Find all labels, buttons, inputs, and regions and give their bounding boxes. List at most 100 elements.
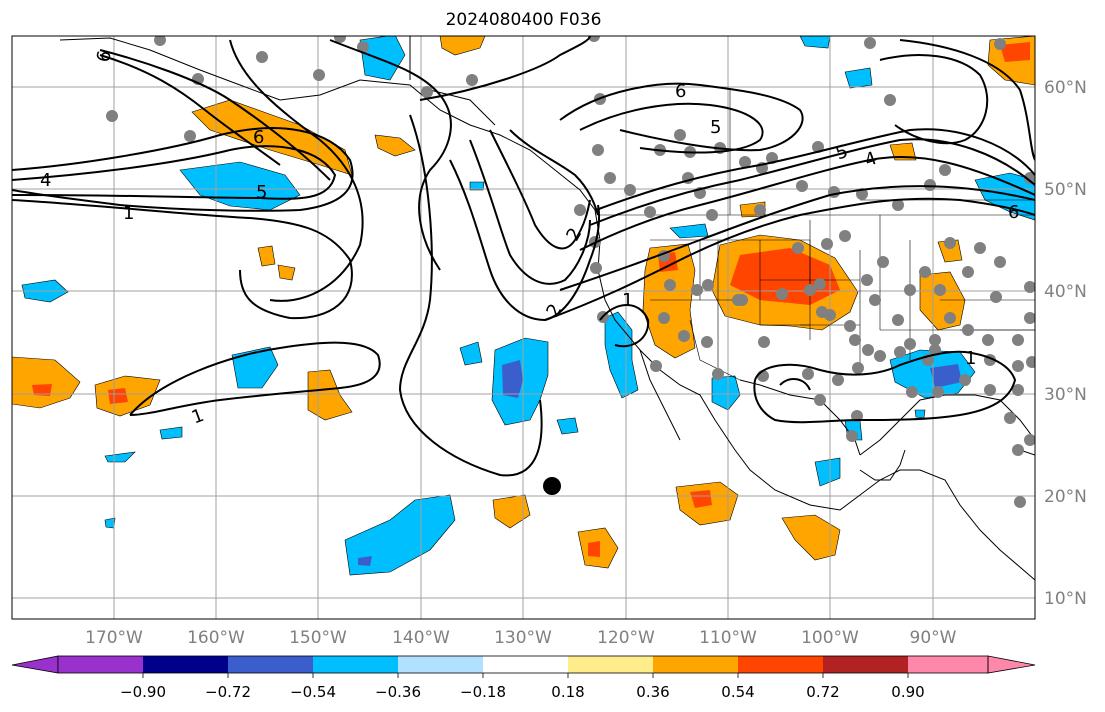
station-dot [874, 350, 886, 362]
colorbar-bin [228, 656, 313, 673]
station-dot [1012, 334, 1024, 346]
colorbar-tick-label: −0.18 [460, 683, 506, 701]
station-dot [932, 386, 944, 398]
station-dot [796, 180, 808, 192]
station-dot [712, 368, 724, 380]
colorbar-bin [398, 656, 483, 673]
station-dot [962, 324, 974, 336]
station-dot [1024, 281, 1035, 293]
station-dot [691, 284, 703, 296]
station-dot [828, 186, 840, 198]
lon-label: 170°W [85, 628, 143, 648]
colorbar-tick-label: −0.36 [375, 683, 421, 701]
strong-negative-cores [358, 360, 962, 566]
map-frame [11, 35, 1036, 620]
colorbar-bin [823, 656, 908, 673]
station-dot [732, 294, 744, 306]
station-dot [604, 172, 616, 184]
station-dot [1012, 360, 1024, 372]
station-dot [814, 394, 826, 406]
colorbar-tick-label: 0.72 [806, 683, 839, 701]
station-dot [839, 230, 851, 242]
latitude-labels: 60°N 50°N 40°N 30°N 20°N 10°N [1044, 78, 1087, 609]
station-dot [990, 291, 1002, 303]
contour-label: 6 [1008, 202, 1019, 223]
station-dot [1004, 412, 1016, 424]
station-dot [832, 374, 844, 386]
station-dot [994, 38, 1006, 50]
colorbar-frame [57, 655, 989, 674]
contour-label: 1 [189, 405, 207, 429]
lat-label: 30°N [1044, 385, 1087, 405]
station-dot [421, 86, 433, 98]
station-dot [944, 237, 956, 249]
station-dot [869, 294, 881, 306]
station-dot [1014, 496, 1026, 508]
station-dot [256, 51, 268, 63]
station-dot [844, 320, 856, 332]
contour-label: 6 [253, 127, 264, 148]
station-dot [1024, 312, 1035, 324]
colorbar-left-extension [11, 655, 59, 674]
station-dot [466, 74, 478, 86]
station-dot [357, 41, 369, 53]
colorbar-right-extension [987, 655, 1036, 674]
colorbar-tick-label: −0.54 [290, 683, 336, 701]
station-dot [758, 336, 770, 348]
colorbar: −0.90 −0.72 −0.54 −0.36 −0.18 0.18 0.36 … [11, 655, 1036, 701]
station-dot [929, 334, 941, 346]
colorbar-bin [568, 656, 653, 673]
colorbar-bin [143, 656, 228, 673]
station-dot [776, 288, 788, 300]
contour-label: 2 [542, 300, 566, 320]
colorbar-tick-label: 0.54 [721, 683, 754, 701]
station-dot [846, 430, 858, 442]
station-dot [814, 278, 826, 290]
station-dot [624, 184, 636, 196]
colorbar-bin [738, 656, 823, 673]
lon-label: 140°W [392, 628, 450, 648]
station-dot [792, 242, 804, 254]
contour-label: 4 [40, 170, 51, 191]
station-dot [313, 69, 325, 81]
station-dot [904, 338, 916, 350]
station-dot [706, 209, 718, 221]
station-dot [861, 274, 873, 286]
station-dot [334, 36, 346, 43]
station-dot [1024, 434, 1035, 446]
station-dot [1024, 172, 1035, 184]
lat-label: 20°N [1044, 487, 1087, 507]
station-dot [906, 386, 918, 398]
station-dot [678, 330, 690, 342]
station-dot [739, 156, 751, 168]
contour-label: 5 [256, 182, 267, 203]
station-dot [994, 256, 1006, 268]
station-dot [590, 262, 602, 274]
station-dot [106, 110, 118, 122]
contour-label: 1 [123, 203, 134, 224]
station-dot [674, 129, 686, 141]
lat-label: 50°N [1044, 180, 1087, 200]
colorbar-tick-label: 0.18 [551, 683, 584, 701]
station-dot [804, 284, 816, 296]
colorbar-tick-label: 0.36 [636, 683, 669, 701]
station-dot [754, 204, 766, 216]
station-dot [574, 204, 586, 216]
station-dot [959, 374, 971, 386]
station-dot [877, 256, 889, 268]
station-dot [929, 344, 941, 356]
station-dot [650, 360, 662, 372]
station-dot [984, 384, 996, 396]
contour-label: 6 [93, 49, 116, 64]
colorbar-tick-label: −0.90 [120, 683, 166, 701]
map-title: 2024080400 F036 [445, 10, 602, 30]
lat-label: 10°N [1044, 589, 1087, 609]
station-dot [944, 312, 956, 324]
colorbar-tick-label: −0.72 [205, 683, 251, 701]
lon-label: 120°W [597, 628, 655, 648]
station-dot [588, 36, 600, 42]
station-dot [904, 284, 916, 296]
station-dot [821, 238, 833, 250]
longitude-labels: 170°W 160°W 150°W 140°W 130°W 120°W 110°… [85, 628, 957, 648]
